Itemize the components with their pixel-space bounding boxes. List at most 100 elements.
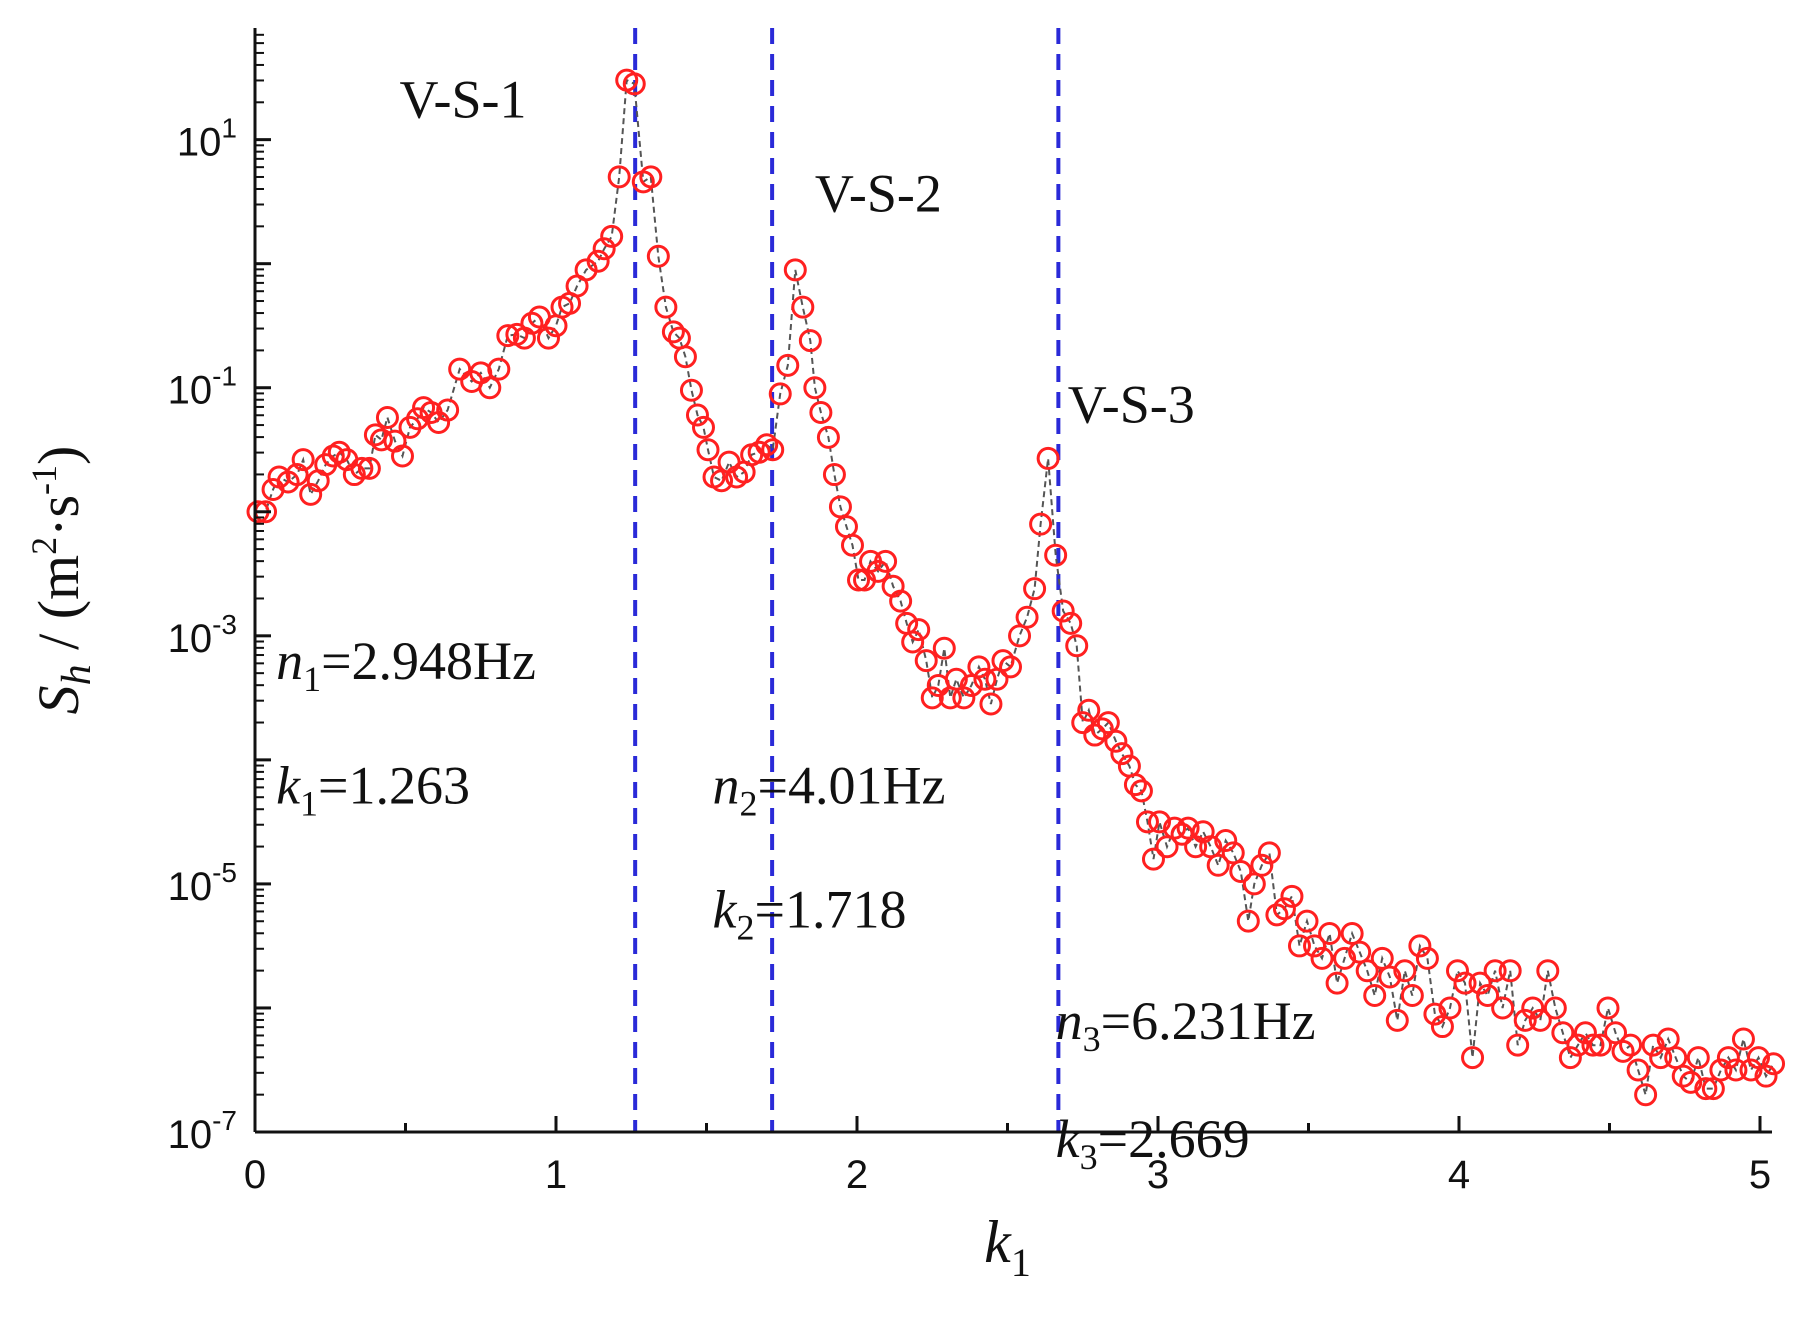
data-point <box>1461 1046 1485 1070</box>
data-point <box>991 649 1015 673</box>
data-point <box>822 463 846 487</box>
data-point <box>901 630 925 654</box>
data-point <box>768 382 792 406</box>
data-point <box>932 636 956 660</box>
data-point <box>1596 996 1620 1020</box>
data-point <box>691 415 715 439</box>
data-point <box>639 165 663 189</box>
data-point <box>350 456 374 480</box>
data-point <box>1724 1058 1748 1082</box>
data-point <box>679 378 703 402</box>
data-point <box>840 533 864 557</box>
data-point <box>1709 1058 1733 1082</box>
peak-label-vs3: V-S-3 <box>1068 374 1195 434</box>
data-point <box>1671 1064 1695 1088</box>
y-tick-label: 101 <box>177 113 237 165</box>
data-point <box>607 165 631 189</box>
data-point <box>999 655 1023 679</box>
peak-label-vs1: V-S-1 <box>399 69 526 129</box>
data-point <box>1333 946 1357 970</box>
data-point <box>1762 1052 1786 1076</box>
data-point <box>1611 1039 1635 1063</box>
data-point <box>1476 984 1500 1008</box>
data-point <box>1015 605 1039 629</box>
data-point <box>1543 996 1567 1020</box>
data-point <box>1148 810 1172 834</box>
data-point <box>1363 984 1387 1008</box>
data-point <box>967 655 991 679</box>
data-point <box>327 440 351 464</box>
data-point <box>1036 446 1060 470</box>
data-point <box>1731 1027 1755 1051</box>
data-point <box>747 440 771 464</box>
data-point <box>1686 1046 1710 1070</box>
data-point <box>1295 909 1319 933</box>
data-point <box>889 589 913 613</box>
freq-label-k3: k3=2.669 <box>1056 1109 1250 1177</box>
data-point <box>654 295 678 319</box>
freq-label-k2: k2=1.718 <box>713 879 907 947</box>
data-point <box>1551 1021 1575 1045</box>
y-ticks: 101 10-1 10-3 10-5 10-7 <box>168 33 271 1157</box>
data-point <box>1739 1058 1763 1082</box>
data-point <box>874 549 898 573</box>
data-point <box>1023 577 1047 601</box>
x-tick-label: 3 <box>1147 1153 1169 1197</box>
data-point <box>536 326 560 350</box>
x-tick-label: 5 <box>1749 1153 1771 1197</box>
data-point <box>646 244 670 268</box>
data-point <box>448 357 472 381</box>
data-point <box>1378 965 1402 989</box>
data-point <box>1287 934 1311 958</box>
data-point <box>1506 1033 1530 1057</box>
data-point <box>1325 971 1349 995</box>
data-point <box>914 649 938 673</box>
freq-label-k1: k1=1.263 <box>276 755 470 823</box>
x-tick-label: 2 <box>846 1153 868 1197</box>
series-group <box>246 68 1786 1107</box>
data-point <box>291 448 315 472</box>
peak-label-vs2: V-S-2 <box>815 164 942 224</box>
data-point <box>1303 934 1327 958</box>
data-point <box>299 482 323 506</box>
data-point <box>1626 1058 1650 1082</box>
data-point <box>685 403 709 427</box>
data-point <box>1468 971 1492 995</box>
data-point <box>520 311 544 335</box>
data-point <box>1573 1021 1597 1045</box>
data-point <box>592 237 616 261</box>
data-point <box>1236 909 1260 933</box>
data-point <box>776 353 800 377</box>
data-point <box>1445 959 1469 983</box>
data-point <box>478 376 502 400</box>
data-point <box>1400 984 1424 1008</box>
data-point <box>1498 959 1522 983</box>
data-point <box>907 618 931 642</box>
data-point <box>1558 1046 1582 1070</box>
data-point <box>1483 959 1507 983</box>
data-point <box>828 495 852 519</box>
data-point <box>1491 996 1515 1020</box>
data-point <box>496 324 520 348</box>
data-point <box>1318 922 1342 946</box>
data-point <box>1129 779 1153 803</box>
data-point <box>1521 996 1545 1020</box>
data-point <box>1528 1008 1552 1032</box>
y-tick-label: 10-1 <box>168 361 237 413</box>
data-point <box>798 329 822 353</box>
data-point <box>973 667 997 691</box>
y-axis-title: Sh / (m2·s-1) <box>24 446 100 715</box>
data-point <box>1051 599 1075 623</box>
data-point <box>1393 959 1417 983</box>
data-point <box>1214 828 1238 852</box>
data-point <box>791 295 815 319</box>
annotations: V-S-1 V-S-2 V-S-3 n1=2.948Hz k1=1.263 n2=4.01… <box>276 69 1316 1176</box>
data-point <box>1029 512 1053 536</box>
data-point <box>1588 1033 1612 1057</box>
data-point <box>1135 810 1159 834</box>
data-point <box>1641 1033 1665 1057</box>
data-point <box>1206 853 1230 877</box>
data-point <box>1423 1002 1447 1026</box>
data-point <box>1229 860 1253 884</box>
data-point <box>1257 841 1281 865</box>
